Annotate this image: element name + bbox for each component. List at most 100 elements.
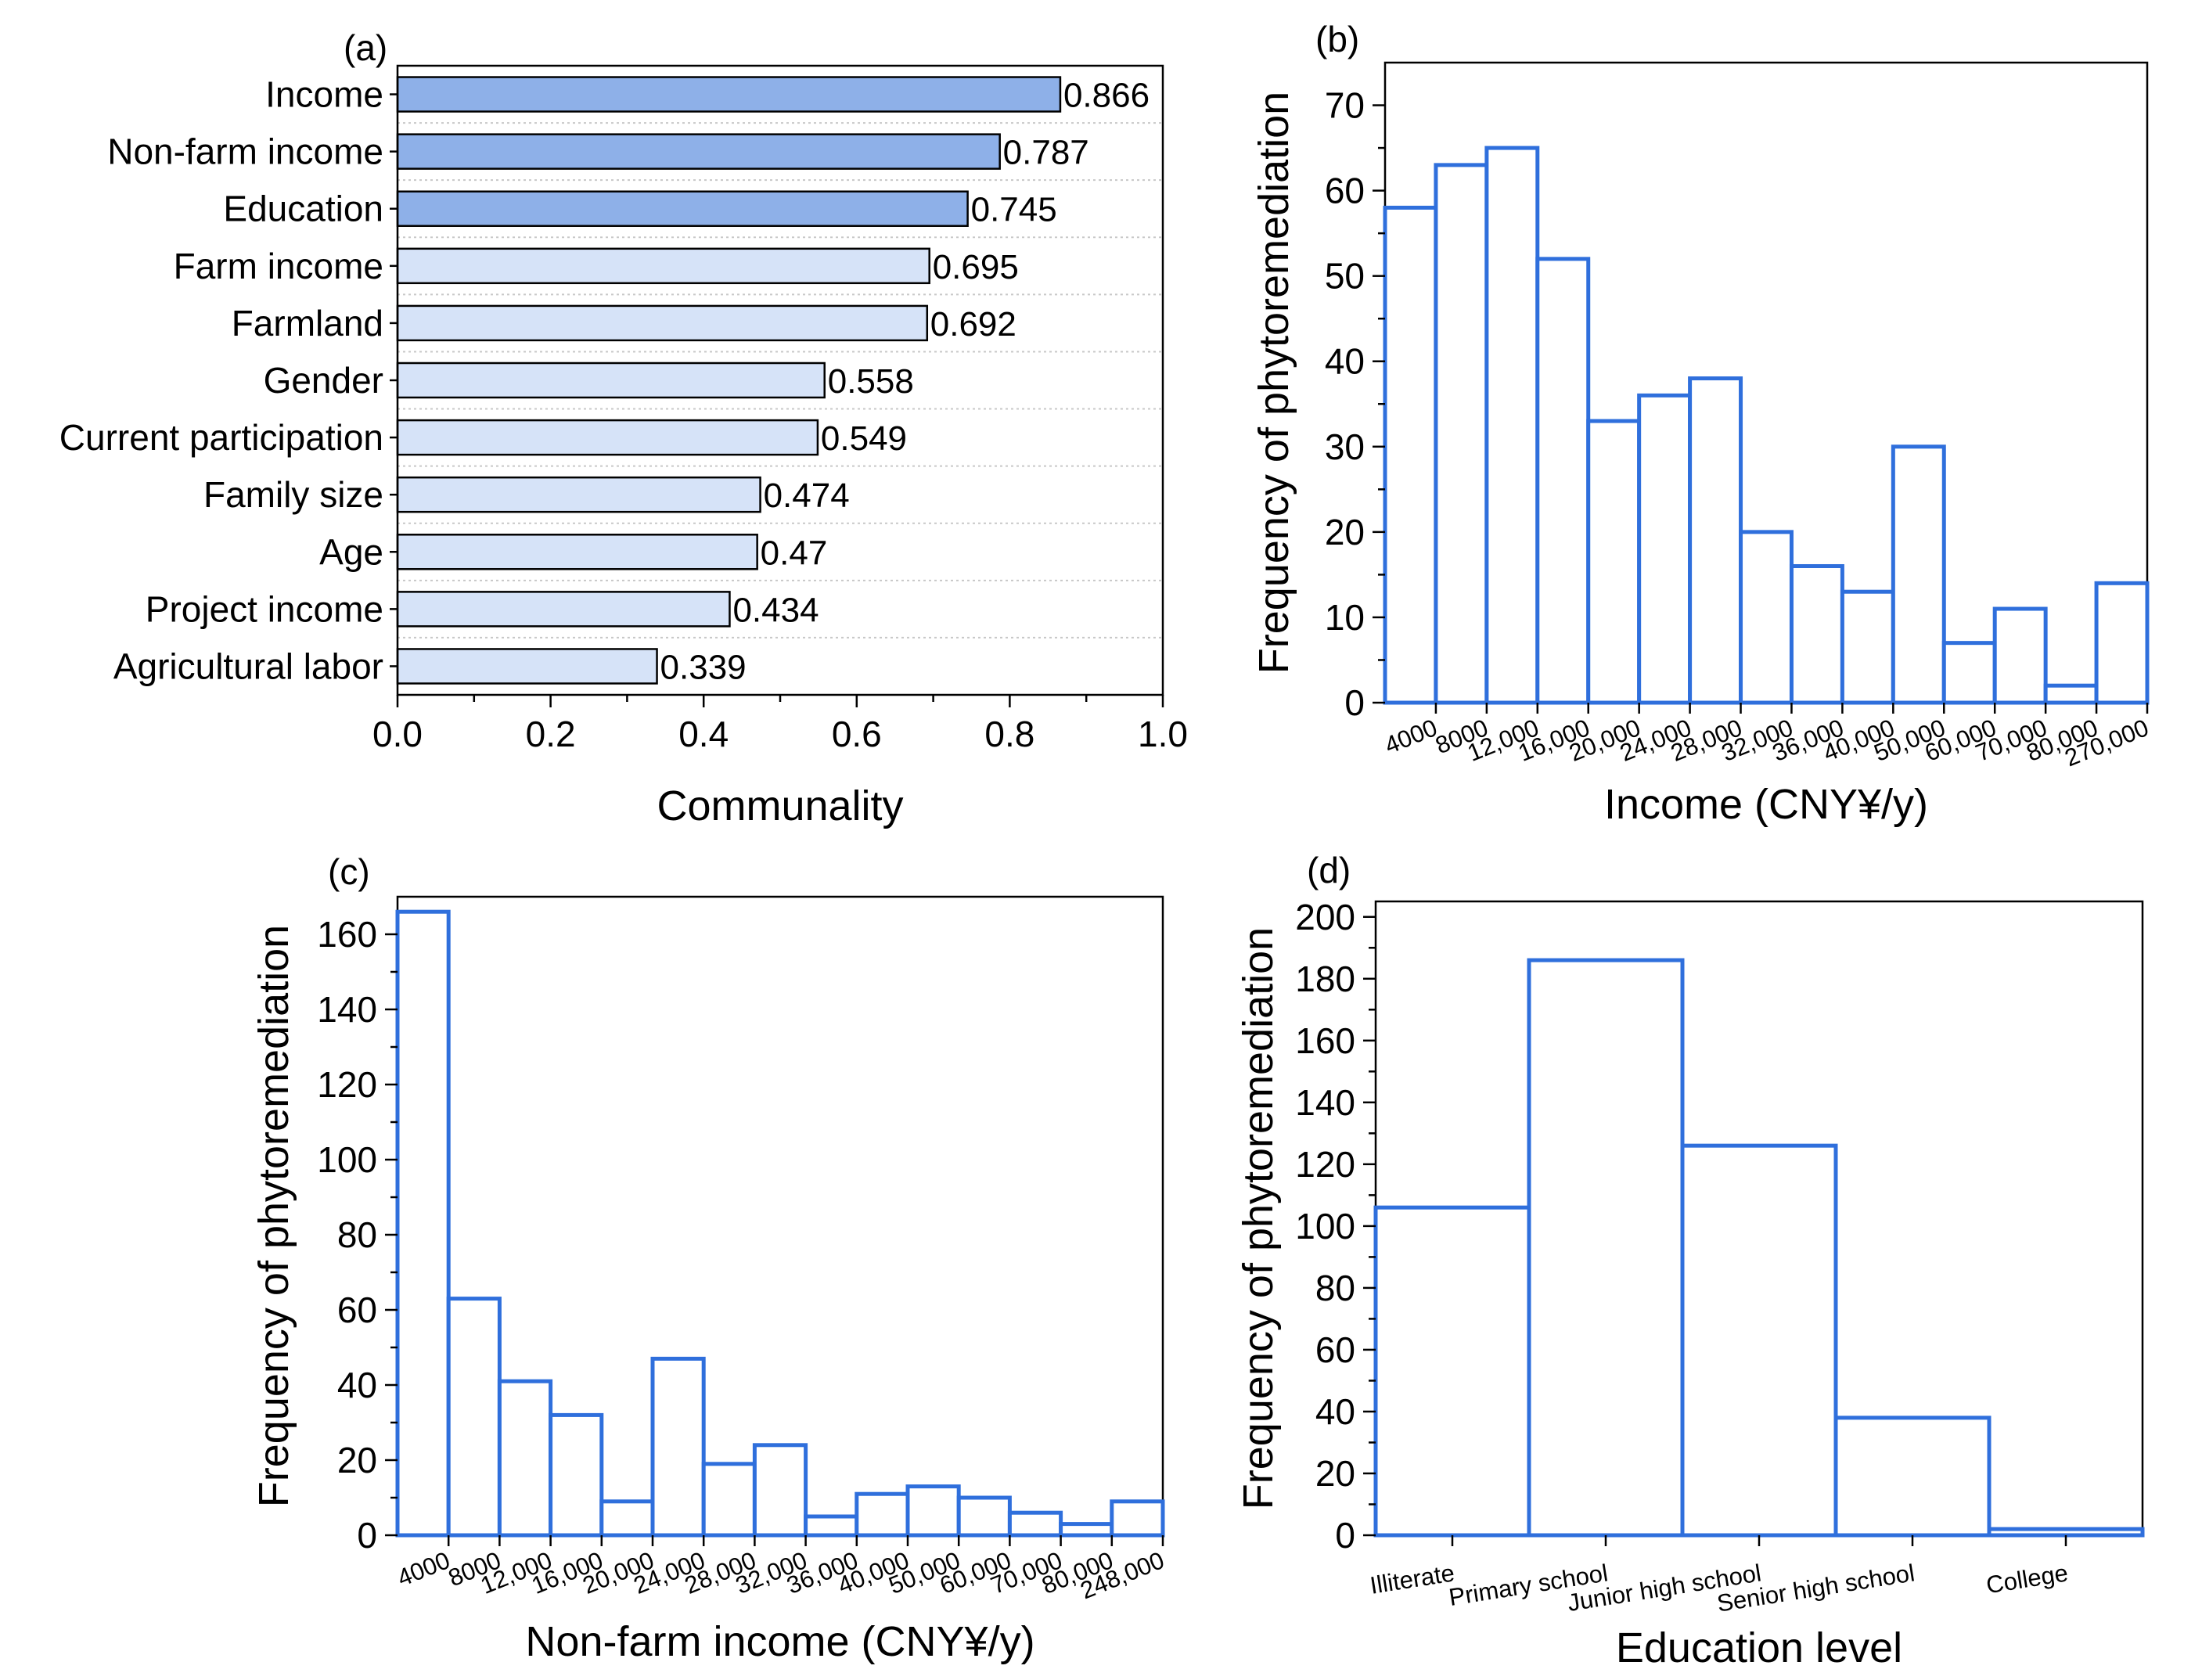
- y-axis-title: Frequency of phytoremediation: [1235, 927, 1282, 1509]
- histogram-bar: [1484, 146, 1540, 705]
- bar-non-farm-income: [396, 133, 1001, 170]
- histogram-bar: [1680, 1143, 1838, 1538]
- y-tick-label: 30: [1325, 426, 1365, 467]
- panel-c-label: (c): [328, 851, 370, 892]
- histogram-bar: [1586, 419, 1642, 705]
- x-tick-label: 0.6: [832, 714, 882, 754]
- y-tick-label: 160: [317, 914, 377, 955]
- y-tick-label: 70: [1325, 85, 1365, 126]
- category-label: Education: [223, 189, 383, 229]
- y-tick-label: 140: [317, 989, 377, 1030]
- bar-farmland: [396, 304, 929, 342]
- y-tick-label: 80: [337, 1214, 377, 1255]
- histogram-bar: [2043, 683, 2099, 705]
- value-label: 0.434: [732, 591, 819, 629]
- bar-education: [396, 190, 969, 227]
- histogram-bar: [1688, 376, 1743, 705]
- category-label: Family size: [203, 474, 383, 515]
- panel-c-non-farm-income-histogram: (c)0204060801001201401604000800012,00016…: [250, 851, 1168, 1665]
- x-tick-label: 0.2: [526, 714, 576, 754]
- bar-farm-income: [396, 247, 930, 285]
- histogram-bar: [1739, 530, 1794, 705]
- y-tick-label: 120: [1295, 1144, 1355, 1185]
- y-tick-label: 60: [1325, 171, 1365, 211]
- panel-b-income-histogram: (b)0102030405060704000800012,00016,00020…: [1250, 19, 2153, 828]
- histogram-bar: [1373, 1205, 1531, 1538]
- value-label: 0.47: [761, 534, 828, 572]
- x-tick-label: College: [1984, 1559, 2070, 1599]
- y-tick-label: 160: [1295, 1020, 1355, 1061]
- panel-a-communality-chart: (a) 0.866 Income 0.787 Non-farm income 0.745 E…: [59, 27, 1188, 829]
- bar-current-participation: [396, 419, 819, 456]
- value-label: 0.339: [660, 648, 747, 686]
- panel-a-label: (a): [344, 27, 387, 68]
- x-tick-label: Illiterate: [1368, 1559, 1456, 1599]
- y-tick-label: 180: [1295, 959, 1355, 999]
- histogram-bar: [1383, 205, 1438, 705]
- y-axis-title: Frequency of phytoremediation: [250, 925, 297, 1507]
- x-tick-label: 0.0: [372, 714, 423, 754]
- histogram-bar: [1789, 563, 1844, 705]
- y-tick-label: 50: [1325, 256, 1365, 297]
- bar-family-size: [396, 476, 761, 513]
- category-label: Age: [319, 531, 383, 572]
- y-tick-label: 60: [337, 1290, 377, 1330]
- y-tick-label: 120: [317, 1064, 377, 1105]
- histogram-bar: [446, 1297, 502, 1538]
- category-label: Gender: [264, 360, 383, 401]
- y-tick-label: 100: [317, 1139, 377, 1180]
- category-label: Current participation: [59, 417, 383, 458]
- histogram-bar: [956, 1495, 1012, 1538]
- y-tick-label: 100: [1295, 1206, 1355, 1247]
- histogram-bar: [497, 1379, 553, 1538]
- bar-gender: [396, 362, 826, 399]
- x-tick-label: 0.8: [984, 714, 1034, 754]
- value-label: 0.692: [930, 305, 1016, 344]
- x-axis-title: Income (CNY¥/y): [1604, 781, 1928, 828]
- x-tick-label: 0.4: [678, 714, 729, 754]
- y-tick-label: 0: [1335, 1515, 1355, 1556]
- value-label: 0.474: [764, 477, 850, 515]
- histogram-bar: [395, 909, 451, 1538]
- histogram-bar: [599, 1499, 655, 1538]
- bar-agricultural-labor: [396, 648, 658, 685]
- panel-d-education-histogram: (d) 0 20 40 60 80 100 120 140 160 180 200 Illiterate…: [1235, 850, 2145, 1671]
- y-tick-label: 140: [1295, 1082, 1355, 1123]
- histogram-bar: [1434, 163, 1489, 705]
- y-axis-title: Frequency of phytoremediation: [1250, 92, 1297, 674]
- panel-b-label: (b): [1315, 19, 1359, 59]
- histogram-bar: [1833, 1416, 1992, 1538]
- x-axis-title: Education level: [1616, 1624, 1902, 1671]
- y-tick-label: 0: [357, 1515, 377, 1556]
- value-label: 0.549: [821, 419, 907, 458]
- histogram-bar: [1987, 1527, 2145, 1538]
- bar-project-income: [396, 591, 731, 628]
- value-label: 0.558: [828, 362, 914, 401]
- histogram-bar: [752, 1443, 808, 1538]
- histogram-bar: [1992, 606, 2048, 705]
- histogram-bar: [905, 1484, 961, 1538]
- category-label: Project income: [146, 588, 383, 629]
- y-tick-label: 40: [337, 1365, 377, 1405]
- y-tick-label: 20: [337, 1440, 377, 1480]
- histogram-bar: [1110, 1499, 1165, 1538]
- category-label: Income: [265, 74, 383, 115]
- panel-d-label: (d): [1307, 850, 1351, 890]
- y-tick-label: 0: [1344, 682, 1365, 723]
- y-tick-label: 20: [1315, 1453, 1355, 1494]
- category-label: Farmland: [232, 303, 383, 344]
- y-tick-label: 80: [1315, 1268, 1355, 1308]
- y-tick-label: 200: [1295, 897, 1355, 937]
- histogram-bar: [1535, 257, 1591, 705]
- histogram-bar: [855, 1491, 910, 1538]
- histogram-bar: [1059, 1522, 1114, 1538]
- value-label: 0.866: [1063, 77, 1150, 115]
- histogram-bar: [701, 1462, 757, 1538]
- histogram-bar: [1527, 958, 1685, 1538]
- category-label: Non-farm income: [107, 131, 383, 172]
- y-tick-label: 10: [1325, 597, 1365, 638]
- histogram-bar: [2094, 581, 2150, 705]
- x-tick-label: 1.0: [1138, 714, 1188, 754]
